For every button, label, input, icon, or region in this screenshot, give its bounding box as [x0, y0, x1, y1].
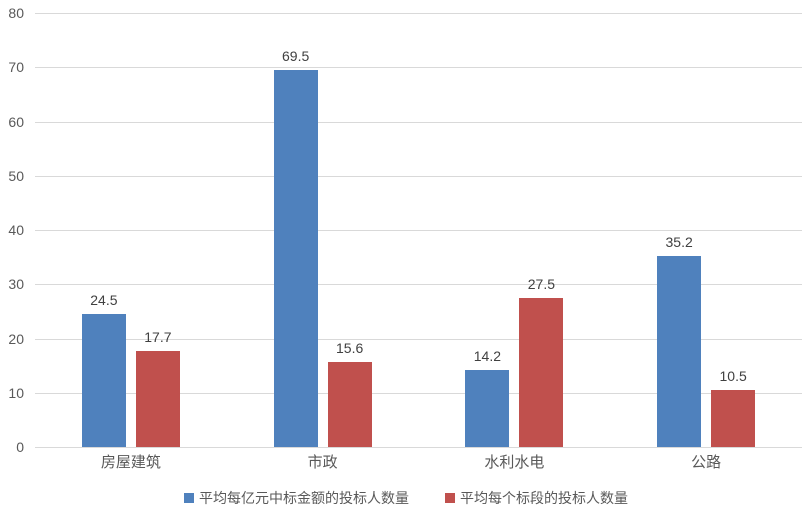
x-axis-category-label: 市政	[307, 454, 338, 471]
gridline	[35, 284, 802, 286]
bar-value-label: 35.2	[665, 234, 693, 251]
y-axis-tick-label: 20	[8, 330, 24, 347]
y-axis-tick-label: 30	[8, 276, 24, 293]
y-axis-tick-label: 10	[8, 384, 24, 401]
legend: 平均每亿元中标金额的投标人数量 平均每个标段的投标人数量	[0, 488, 812, 508]
bar-series1-cat3	[465, 369, 510, 447]
bar-value-label: 15.6	[336, 340, 364, 357]
x-axis-category-label: 房屋建筑	[100, 454, 161, 471]
legend-label: 平均每亿元中标金额的投标人数量	[199, 490, 409, 506]
x-axis-category-label: 水利水电	[484, 454, 545, 471]
bar-series1-cat2	[273, 69, 318, 447]
y-axis-tick-label: 70	[8, 59, 24, 76]
bar-series2-cat1	[135, 350, 180, 447]
bar-value-label: 69.5	[282, 47, 310, 64]
bar-value-label: 27.5	[527, 275, 555, 292]
legend-item-series1: 平均每亿元中标金额的投标人数量	[184, 488, 409, 508]
y-axis-tick-label: 50	[8, 167, 24, 184]
gridline	[35, 230, 802, 231]
gridline	[35, 338, 802, 340]
y-axis-tick-label: 40	[8, 222, 24, 238]
bar-series2-cat2	[327, 362, 372, 447]
gridline	[35, 175, 802, 177]
y-axis-tick-label: 80	[8, 5, 24, 21]
y-axis-tick-label: 0	[16, 439, 24, 455]
gridline	[35, 121, 802, 123]
bar-value-label: 14.2	[473, 347, 501, 364]
bar-series2-cat4	[711, 390, 756, 447]
legend-swatch-icon	[445, 493, 455, 503]
gridline	[35, 447, 802, 448]
legend-swatch-icon	[184, 493, 194, 503]
bar-value-label: 24.5	[90, 292, 118, 309]
x-axis-category-label: 公路	[691, 454, 722, 471]
bar-series1-cat1	[81, 314, 126, 447]
gridline	[35, 392, 802, 394]
legend-label: 平均每个标段的投标人数量	[460, 490, 628, 506]
gridline	[35, 67, 802, 69]
y-axis-tick-label: 60	[8, 113, 24, 130]
bar-series2-cat3	[519, 297, 564, 447]
legend-item-series2: 平均每个标段的投标人数量	[445, 488, 628, 508]
bar-series1-cat4	[657, 256, 702, 447]
gridline	[35, 13, 802, 14]
bar-value-label: 17.7	[144, 328, 172, 345]
bar-value-label: 10.5	[719, 368, 747, 385]
